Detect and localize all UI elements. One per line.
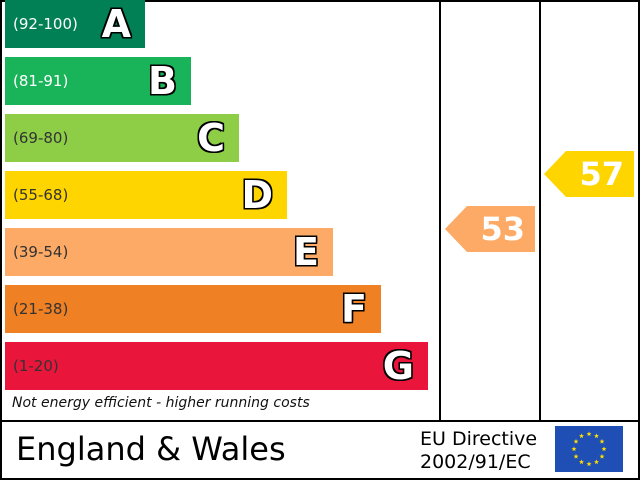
band-b: (81-91) B xyxy=(5,57,191,105)
band-range-label: (69-80) xyxy=(13,129,69,147)
footnote: Not energy efficient - higher running co… xyxy=(12,395,310,411)
eu-flag-star xyxy=(599,453,605,459)
footer-divider xyxy=(0,420,640,422)
current-rating-arrow: 53 xyxy=(445,206,535,252)
eu-flag-star xyxy=(594,459,599,465)
band-letter: G xyxy=(382,344,414,388)
eu-flag-star xyxy=(601,446,607,452)
potential-rating-arrow: 57 xyxy=(544,151,634,197)
band-f: (21-38) F xyxy=(5,285,381,333)
band-letter: B xyxy=(148,59,177,103)
band-a: (92-100) A xyxy=(5,0,145,48)
region-label: England & Wales xyxy=(16,430,286,468)
band-letter: D xyxy=(241,173,273,217)
eu-flag-star xyxy=(573,453,579,459)
eu-flag-star xyxy=(586,431,592,437)
band-range-label: (81-91) xyxy=(13,72,69,90)
band-range-label: (1-20) xyxy=(13,357,59,375)
current-column-divider xyxy=(439,0,441,420)
band-letter: E xyxy=(293,230,319,274)
band-range-label: (55-68) xyxy=(13,186,69,204)
eu-flag-star xyxy=(594,433,599,439)
eu-flag-star xyxy=(599,438,605,444)
band-letter: A xyxy=(101,2,131,46)
eu-flag-star xyxy=(571,446,577,452)
directive-line-1: EU Directive xyxy=(420,428,538,450)
band-g: (1-20) G xyxy=(5,342,428,390)
band-range-label: (92-100) xyxy=(13,15,78,33)
band-c: (69-80) C xyxy=(5,114,239,162)
current-rating-value: 53 xyxy=(480,210,525,248)
eu-flag-star xyxy=(573,438,579,444)
current-arrow-polygon xyxy=(445,206,535,252)
directive-line-2: 2002/91/EC xyxy=(420,451,531,473)
potential-arrow-polygon xyxy=(544,151,634,197)
potential-column-divider xyxy=(539,0,541,420)
band-range-label: (39-54) xyxy=(13,243,69,261)
eu-flag-star xyxy=(586,461,592,467)
band-range-label: (21-38) xyxy=(13,300,69,318)
potential-arrow-shape xyxy=(544,151,634,197)
band-letter: C xyxy=(197,116,225,160)
potential-rating-value: 57 xyxy=(579,155,624,193)
band-letter: F xyxy=(341,287,367,331)
eu-flag-star xyxy=(579,433,584,439)
band-d: (55-68) D xyxy=(5,171,287,219)
eu-flag-icon xyxy=(555,426,623,472)
eu-flag-stars xyxy=(571,431,607,467)
band-e: (39-54) E xyxy=(5,228,333,276)
current-arrow-shape xyxy=(445,206,535,252)
eu-flag-star xyxy=(579,459,584,465)
